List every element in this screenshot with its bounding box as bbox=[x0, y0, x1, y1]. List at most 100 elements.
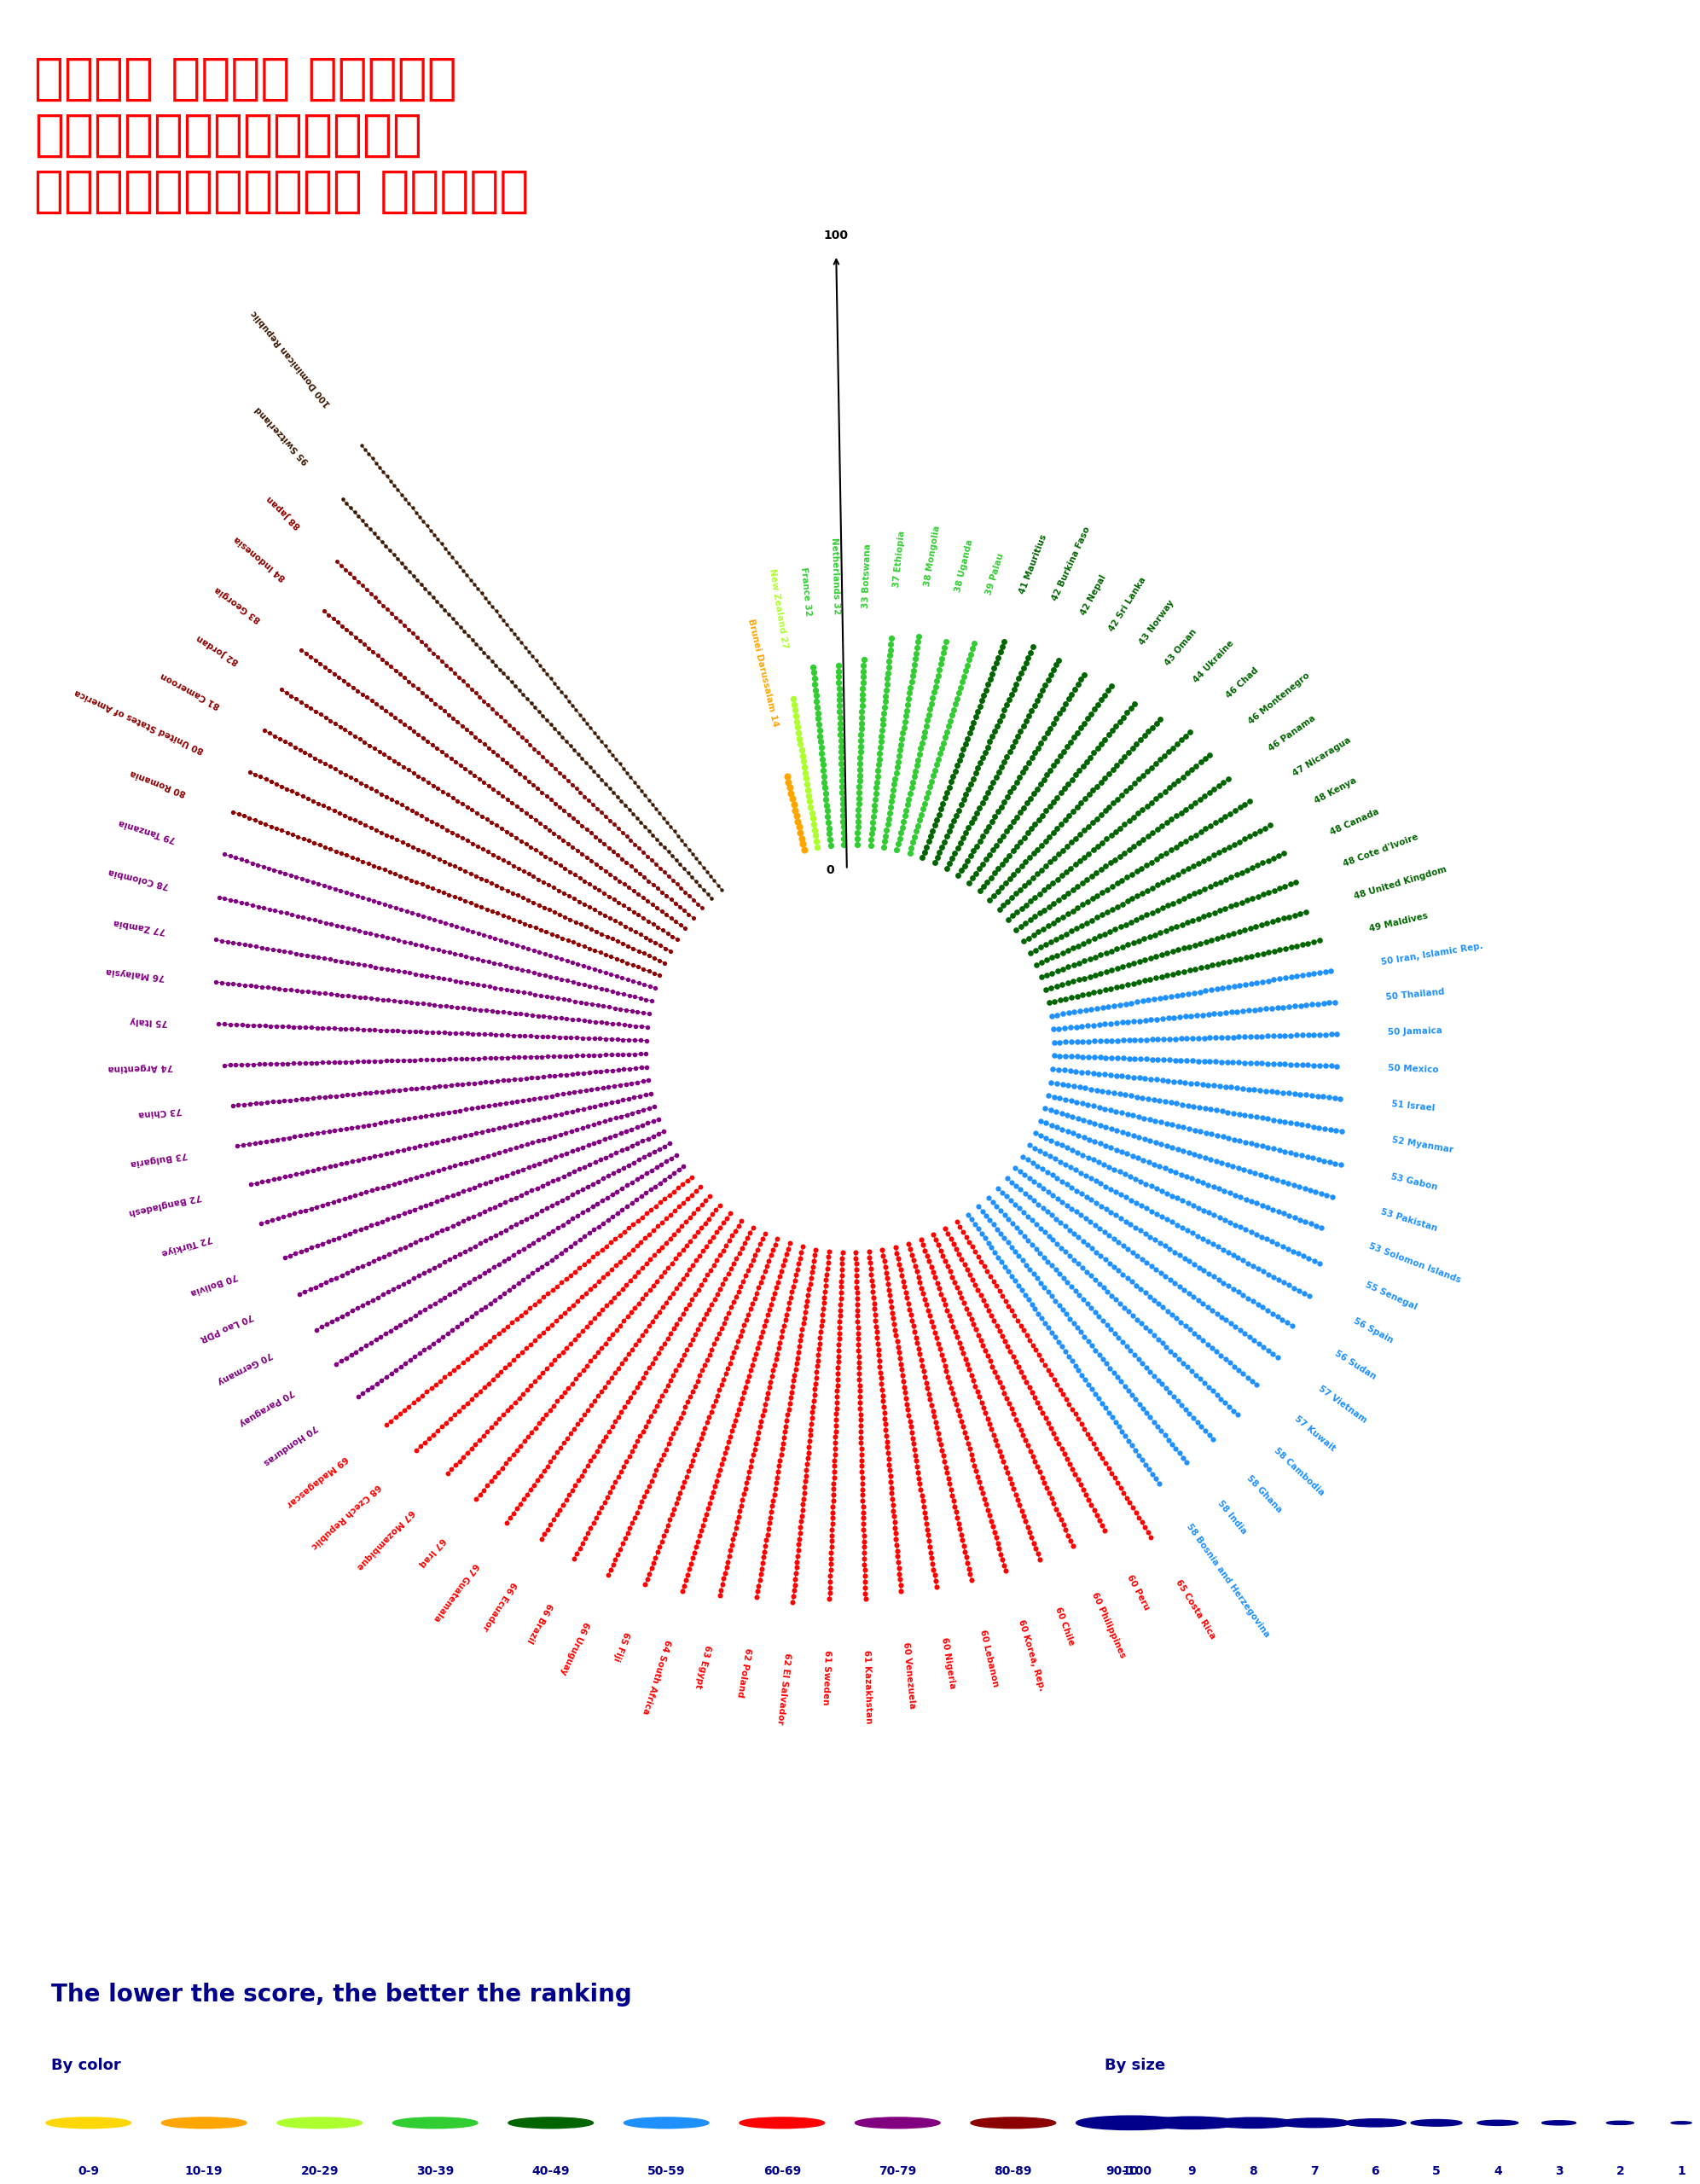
Point bbox=[1171, 1066, 1198, 1101]
Point bbox=[1110, 1291, 1137, 1326]
Point bbox=[488, 1450, 515, 1485]
Point bbox=[996, 860, 1023, 895]
Point bbox=[1103, 1040, 1130, 1075]
Point bbox=[930, 1439, 957, 1474]
Point bbox=[672, 1465, 699, 1500]
Point bbox=[1035, 1404, 1062, 1439]
Point bbox=[1255, 1129, 1282, 1164]
Point bbox=[474, 943, 501, 978]
Point bbox=[1180, 850, 1207, 885]
Point bbox=[1091, 1129, 1119, 1164]
Point bbox=[427, 1247, 454, 1282]
Point bbox=[437, 740, 464, 775]
Point bbox=[1253, 992, 1280, 1026]
Point bbox=[314, 1011, 342, 1046]
Point bbox=[1217, 797, 1244, 832]
Point bbox=[1069, 1024, 1096, 1059]
Point bbox=[219, 926, 246, 961]
Point bbox=[811, 771, 838, 806]
Point bbox=[552, 1330, 580, 1365]
Point bbox=[920, 1310, 947, 1345]
Point bbox=[430, 1319, 457, 1354]
Point bbox=[808, 1308, 835, 1343]
Point bbox=[620, 1037, 648, 1072]
Point bbox=[626, 856, 653, 891]
Point bbox=[1046, 1037, 1073, 1072]
Point bbox=[910, 841, 937, 876]
Point bbox=[461, 758, 488, 793]
Point bbox=[382, 601, 410, 636]
Point bbox=[964, 1374, 991, 1409]
Point bbox=[377, 819, 405, 854]
Point bbox=[903, 815, 930, 850]
Point bbox=[602, 904, 629, 939]
Point bbox=[1198, 922, 1226, 957]
Point bbox=[1069, 1085, 1096, 1120]
Point bbox=[993, 738, 1020, 773]
Point bbox=[694, 854, 721, 889]
Point bbox=[369, 919, 396, 954]
Point bbox=[1044, 780, 1071, 815]
Point bbox=[1110, 950, 1137, 985]
Point bbox=[1066, 946, 1093, 981]
Point bbox=[396, 1042, 423, 1077]
Point bbox=[1260, 1260, 1287, 1295]
Point bbox=[527, 913, 554, 948]
Point bbox=[1190, 1044, 1217, 1079]
Point bbox=[1064, 1461, 1091, 1496]
Point bbox=[620, 1208, 648, 1243]
Point bbox=[1204, 946, 1231, 981]
Point bbox=[624, 799, 651, 834]
Point bbox=[552, 1136, 580, 1171]
Point bbox=[1008, 655, 1035, 690]
Point bbox=[241, 1125, 269, 1160]
Point bbox=[1107, 743, 1134, 778]
Point bbox=[496, 1345, 524, 1380]
Point bbox=[374, 459, 401, 494]
Point bbox=[1255, 1101, 1282, 1136]
Point bbox=[394, 485, 422, 520]
Point bbox=[1141, 1358, 1168, 1393]
Point bbox=[935, 769, 962, 804]
Point bbox=[894, 1286, 921, 1321]
Point bbox=[957, 1557, 984, 1592]
Point bbox=[1188, 1286, 1215, 1321]
Point bbox=[522, 832, 549, 867]
Point bbox=[452, 1118, 479, 1153]
Point bbox=[801, 662, 828, 697]
Point bbox=[1168, 1387, 1195, 1422]
Point bbox=[848, 1437, 876, 1472]
Point bbox=[954, 843, 981, 878]
Point bbox=[1020, 1184, 1047, 1219]
Point bbox=[1173, 904, 1200, 939]
Point bbox=[539, 981, 566, 1016]
Point bbox=[648, 1230, 675, 1265]
Point bbox=[462, 675, 490, 710]
Point bbox=[1192, 1413, 1219, 1448]
Point bbox=[1159, 767, 1187, 802]
Point bbox=[466, 1258, 493, 1293]
Point bbox=[350, 1044, 377, 1079]
Point bbox=[994, 1254, 1022, 1289]
Point bbox=[571, 968, 598, 1002]
Point bbox=[338, 876, 366, 911]
Point bbox=[848, 1461, 876, 1496]
Point bbox=[501, 996, 529, 1031]
Point bbox=[396, 1195, 423, 1230]
Point bbox=[575, 1037, 602, 1072]
Point bbox=[374, 983, 401, 1018]
Point bbox=[1119, 1489, 1146, 1524]
Point bbox=[588, 1374, 615, 1409]
Point bbox=[750, 1221, 777, 1256]
Point bbox=[1132, 1275, 1159, 1310]
Point bbox=[558, 1133, 585, 1168]
Point bbox=[546, 819, 573, 854]
Point bbox=[323, 1345, 350, 1380]
Point bbox=[714, 1201, 741, 1236]
Point bbox=[1171, 1241, 1198, 1275]
Point bbox=[945, 1275, 972, 1310]
Point bbox=[1209, 1144, 1236, 1179]
Point bbox=[981, 651, 1008, 686]
Point bbox=[1051, 1053, 1078, 1088]
Point bbox=[1096, 972, 1124, 1007]
